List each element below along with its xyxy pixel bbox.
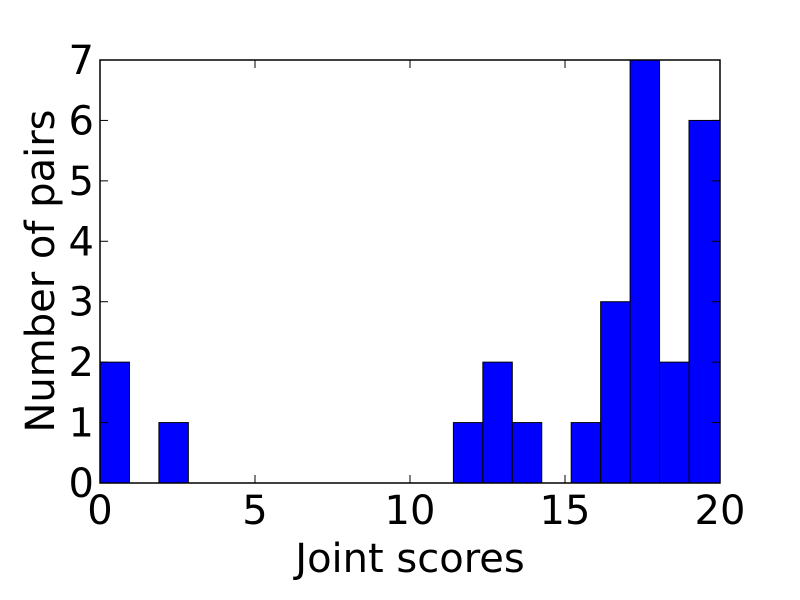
histogram-bar-12 (452, 422, 484, 484)
y-axis-label: Number of pairs (18, 110, 64, 433)
x-axis-label: Joint scores (292, 536, 524, 582)
histogram-bar-19 (659, 361, 690, 484)
x-tick-label-1: 5 (242, 488, 267, 534)
x-tick-label-2: 10 (385, 488, 436, 534)
y-tick-label-2: 2 (69, 340, 94, 386)
y-tick-label-7: 7 (69, 38, 94, 84)
histogram-bar-14 (511, 422, 543, 484)
histogram-bar-13 (482, 361, 513, 484)
histogram-bar-16 (570, 422, 602, 484)
y-tick-label-4: 4 (69, 219, 94, 265)
y-tick-label-0: 0 (69, 461, 94, 507)
histogram-bar-2 (158, 422, 189, 484)
ticks-group: 0 5 10 15 20 0 1 2 3 4 5 6 7 (69, 38, 746, 534)
y-tick-label-1: 1 (69, 401, 94, 447)
histogram-bar-17 (600, 301, 631, 484)
histogram-bar-18 (629, 59, 661, 484)
y-tick-label-3: 3 (69, 280, 94, 326)
x-tick-label-3: 15 (540, 488, 591, 534)
y-tick-label-6: 6 (69, 98, 94, 144)
y-tick-label-5: 5 (69, 159, 94, 205)
x-tick-label-4: 20 (695, 488, 746, 534)
x-tick-label-0: 0 (87, 488, 112, 534)
